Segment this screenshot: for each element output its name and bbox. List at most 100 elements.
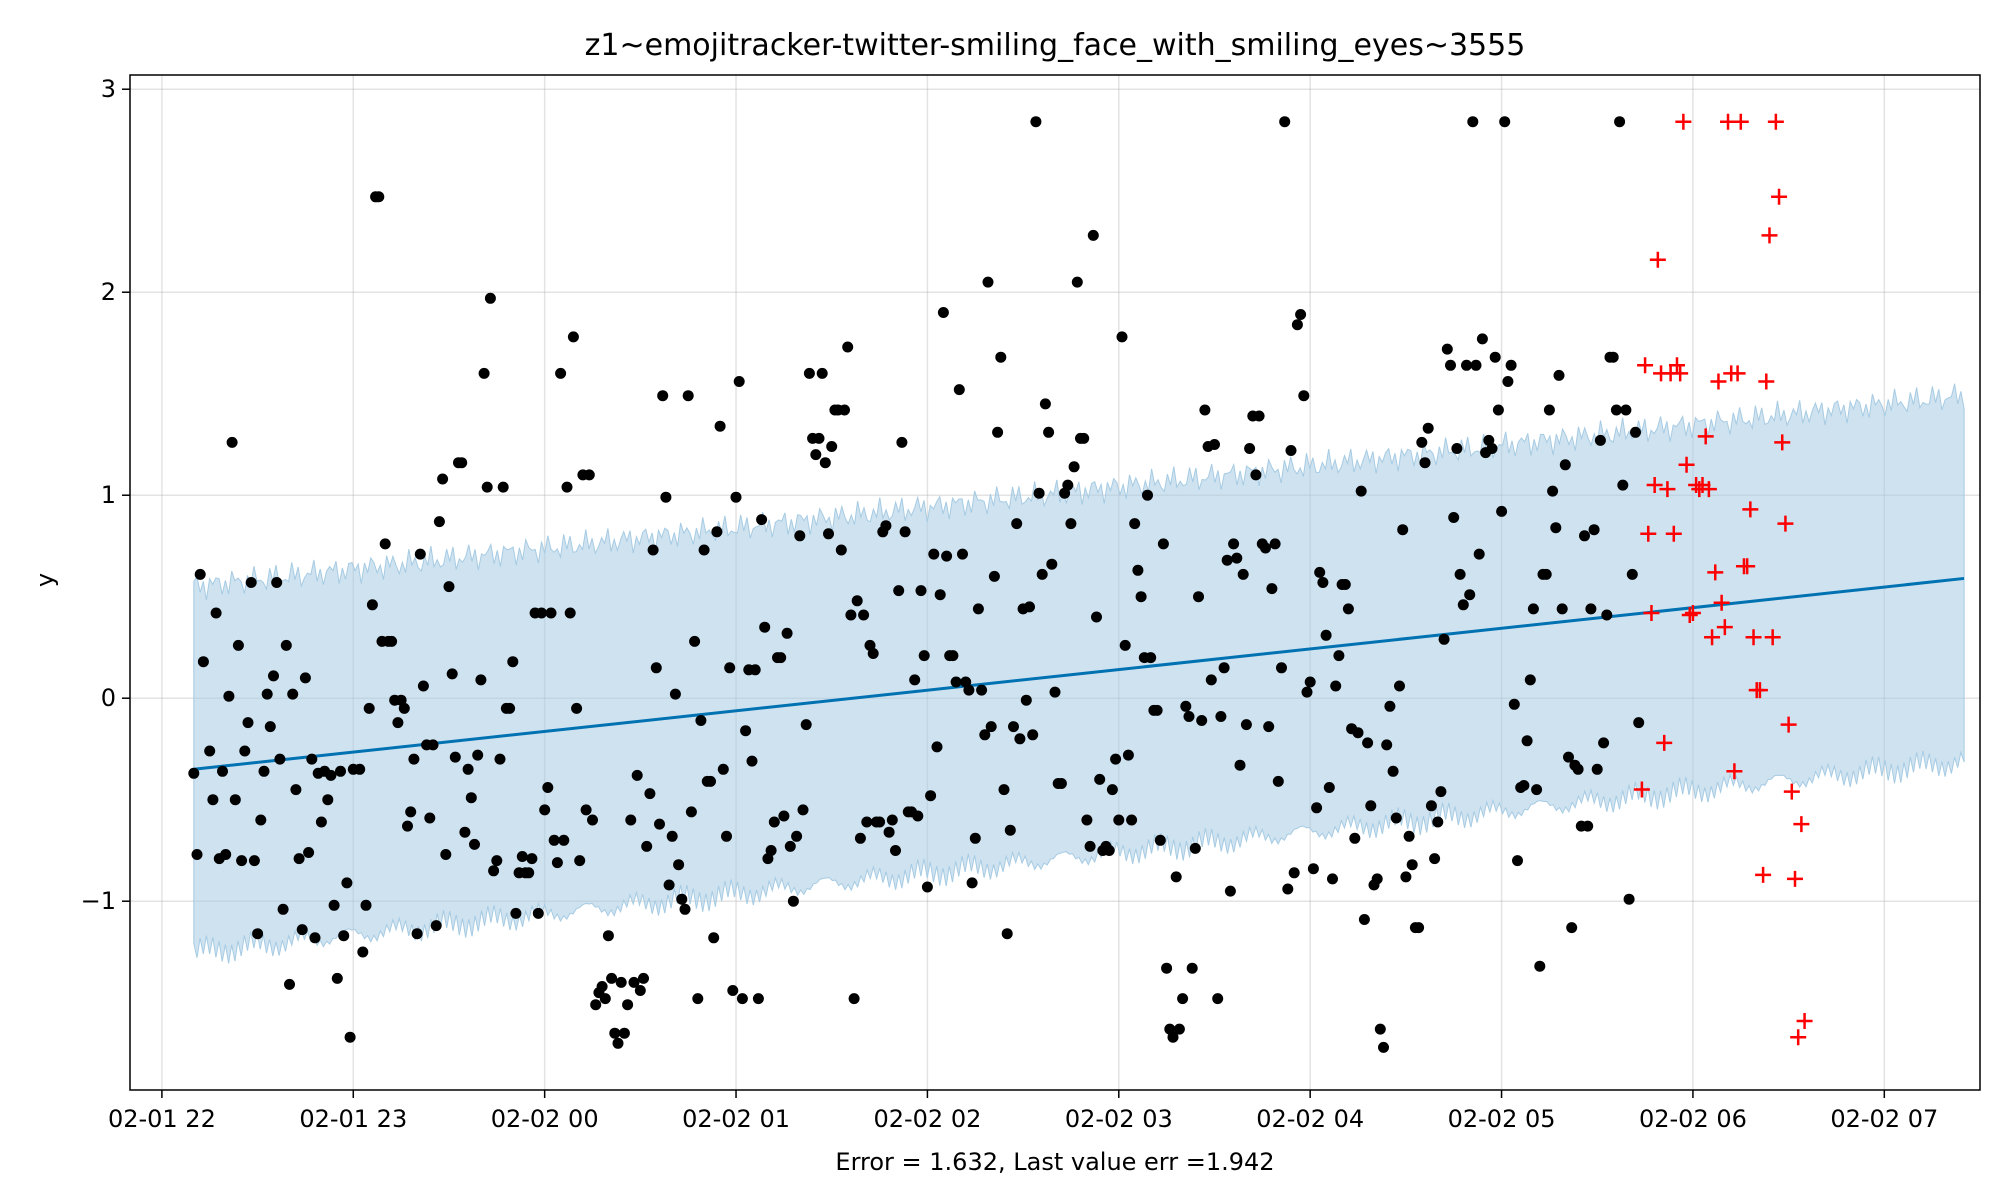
observed-point [1378, 1042, 1389, 1053]
anomaly-marker [1771, 189, 1787, 205]
observed-point [1279, 116, 1290, 127]
observed-point [1235, 760, 1246, 771]
anomaly-marker [1790, 1029, 1806, 1045]
observed-point [1630, 427, 1641, 438]
observed-point [1381, 739, 1392, 750]
anomaly-marker [1787, 871, 1803, 887]
observed-point [823, 528, 834, 539]
observed-point [297, 924, 308, 935]
observed-point [568, 331, 579, 342]
observed-point [1509, 699, 1520, 710]
observed-point [1056, 778, 1067, 789]
observed-point [1238, 569, 1249, 580]
observed-point [1136, 591, 1147, 602]
observed-point [689, 636, 700, 647]
observed-point [973, 603, 984, 614]
y-tick-label: 1 [101, 481, 116, 509]
observed-point [447, 668, 458, 679]
observed-point [1365, 800, 1376, 811]
anomaly-marker [1650, 252, 1666, 268]
observed-point [766, 845, 777, 856]
observed-point [976, 685, 987, 696]
observed-point [192, 849, 203, 860]
observed-point [1263, 721, 1274, 732]
observed-point [890, 845, 901, 856]
observed-point [223, 691, 234, 702]
observed-point [648, 545, 659, 556]
observed-point [1117, 331, 1128, 342]
observed-point [504, 703, 515, 714]
anomaly-marker [1797, 1013, 1813, 1029]
observed-point [1442, 344, 1453, 355]
observed-point [817, 368, 828, 379]
observed-point [1199, 405, 1210, 416]
observed-point [1550, 522, 1561, 533]
observed-point [1005, 825, 1016, 836]
observed-point [526, 853, 537, 864]
observed-point [880, 520, 891, 531]
observed-point [1113, 815, 1124, 826]
observed-point [1502, 376, 1513, 387]
observed-point [1126, 815, 1137, 826]
observed-point [1107, 784, 1118, 795]
observed-point [479, 368, 490, 379]
observed-point [1585, 603, 1596, 614]
observed-point [1065, 518, 1076, 529]
observed-point [1512, 855, 1523, 866]
observed-point [1145, 652, 1156, 663]
observed-point [855, 833, 866, 844]
observed-point [1407, 859, 1418, 870]
chart-title: z1~emojitracker-twitter-smiling_face_wit… [585, 28, 1526, 63]
observed-point [1506, 360, 1517, 371]
observed-point [456, 457, 467, 468]
observed-point [1614, 116, 1625, 127]
observed-point [1627, 569, 1638, 580]
x-tick-label: 02-02 02 [873, 1105, 981, 1133]
observed-point [644, 788, 655, 799]
observed-point [1359, 914, 1370, 925]
observed-point [1404, 831, 1415, 842]
observed-point [731, 492, 742, 503]
observed-point [1349, 833, 1360, 844]
observed-point [357, 947, 368, 958]
observed-point [236, 855, 247, 866]
observed-point [1085, 841, 1096, 852]
observed-point [1327, 873, 1338, 884]
observed-point [249, 855, 260, 866]
observed-point [268, 670, 279, 681]
observed-point [900, 526, 911, 537]
anomaly-marker [1672, 365, 1688, 381]
observed-point [310, 932, 321, 943]
observed-point [440, 849, 451, 860]
observed-point [466, 792, 477, 803]
observed-point [1250, 469, 1261, 480]
observed-point [1027, 729, 1038, 740]
observed-point [1231, 553, 1242, 564]
observed-point [1384, 701, 1395, 712]
observed-point [912, 811, 923, 822]
observed-point [1091, 612, 1102, 623]
observed-point [1321, 630, 1332, 641]
observed-point [1171, 871, 1182, 882]
x-tick-label: 02-01 22 [108, 1105, 216, 1133]
observed-point [1541, 569, 1552, 580]
observed-point [1222, 555, 1233, 566]
observed-point [1589, 524, 1600, 535]
observed-point [1123, 750, 1134, 761]
observed-point [294, 853, 305, 864]
observed-point [1184, 711, 1195, 722]
observed-point [820, 457, 831, 468]
observed-point [1260, 543, 1271, 554]
observed-point [402, 821, 413, 832]
anomaly-marker [1758, 374, 1774, 390]
observed-point [1592, 764, 1603, 775]
y-tick-label: 0 [101, 684, 116, 712]
observed-point [625, 815, 636, 826]
observed-point [1340, 579, 1351, 590]
observed-point [782, 628, 793, 639]
observed-point [1372, 873, 1383, 884]
observed-point [444, 581, 455, 592]
observed-point [459, 827, 470, 838]
observed-point [1011, 518, 1022, 529]
observed-point [1474, 549, 1485, 560]
